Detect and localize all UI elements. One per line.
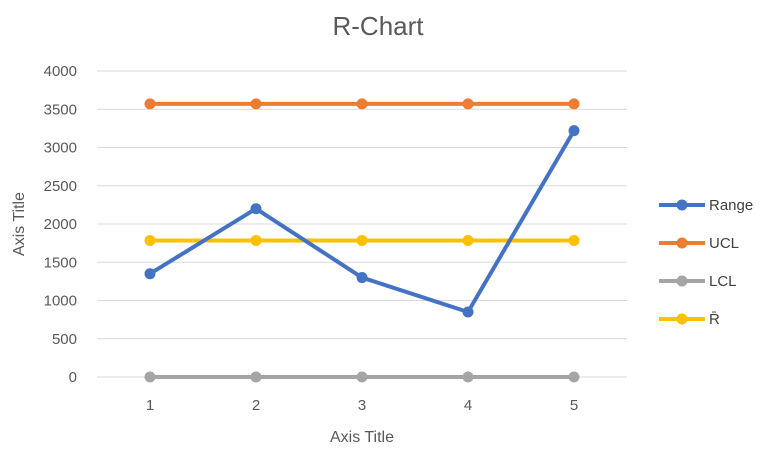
- data-point: [356, 371, 368, 383]
- data-point: [250, 234, 262, 246]
- y-tick-label: 3500: [44, 101, 77, 118]
- y-tick-label: 1500: [44, 254, 77, 271]
- y-tick-label: 4000: [44, 63, 77, 80]
- data-point: [144, 371, 156, 383]
- data-point: [144, 234, 156, 246]
- x-tick-label: 2: [252, 397, 260, 414]
- data-point: [356, 272, 368, 284]
- data-point: [144, 98, 156, 110]
- data-point: [356, 234, 368, 246]
- legend-swatch-marker: [676, 199, 688, 211]
- data-point: [250, 203, 262, 215]
- y-tick-label: 1000: [44, 293, 77, 310]
- y-tick-label: 500: [52, 331, 77, 348]
- legend-item-lcl: LCL: [659, 273, 737, 290]
- x-tick-labels: 1 2 3 4 5: [146, 397, 578, 414]
- data-point: [356, 98, 368, 110]
- data-point: [250, 371, 262, 383]
- y-tick-label: 2000: [44, 216, 77, 233]
- legend-label: UCL: [709, 235, 739, 252]
- data-point: [462, 306, 474, 318]
- series-ucl: [144, 98, 580, 110]
- legend-item-r: R̄: [659, 311, 720, 328]
- chart-title: R-Chart: [332, 11, 424, 41]
- data-point: [568, 234, 580, 246]
- y-tick-labels: 0 500 1000 1500 2000 2500 3000 3500 4000: [44, 63, 77, 386]
- y-axis-title: Axis Title: [11, 192, 28, 256]
- legend-label: Range: [709, 197, 753, 214]
- legend-label: R̄: [709, 311, 720, 328]
- data-point: [568, 98, 580, 110]
- data-point: [462, 98, 474, 110]
- series-lines: [144, 98, 580, 383]
- legend-item-range: Range: [659, 197, 753, 214]
- y-tick-label: 3000: [44, 140, 77, 157]
- gridlines: [97, 70, 627, 378]
- legend-item-ucl: UCL: [659, 235, 739, 252]
- series-line: [148, 128, 576, 314]
- series-lcl: [144, 371, 580, 383]
- x-axis-title: Axis Title: [330, 429, 394, 446]
- x-tick-label: 3: [358, 397, 366, 414]
- data-point: [462, 371, 474, 383]
- legend-label: LCL: [709, 273, 737, 290]
- data-point: [568, 125, 580, 137]
- series-r: [144, 234, 580, 246]
- legend-swatch-marker: [676, 275, 688, 287]
- x-tick-label: 1: [146, 397, 154, 414]
- legend-swatch-marker: [676, 313, 688, 325]
- series-range: [144, 125, 580, 318]
- data-point: [250, 98, 262, 110]
- data-point: [462, 234, 474, 246]
- legend-swatch-marker: [676, 237, 688, 249]
- data-point: [144, 268, 156, 280]
- legend: Range UCL LCL R̄: [659, 197, 753, 328]
- y-tick-label: 0: [69, 369, 77, 386]
- data-point: [568, 371, 580, 383]
- x-tick-label: 4: [464, 397, 472, 414]
- x-tick-label: 5: [570, 397, 578, 414]
- y-tick-label: 2500: [44, 178, 77, 195]
